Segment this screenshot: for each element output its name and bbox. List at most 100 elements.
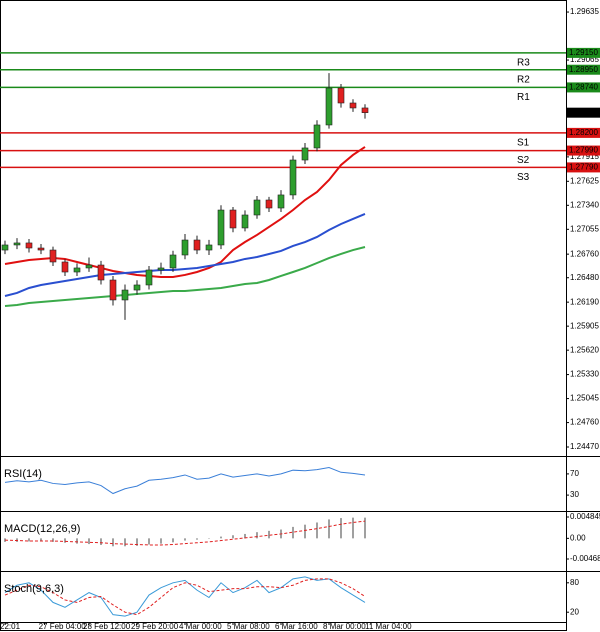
level-name: S1 (517, 138, 530, 149)
level-price-box (567, 162, 600, 173)
candle-body (253, 199, 261, 216)
y-tick-label: 0.00 (570, 533, 586, 542)
y-tick-label: 0.004845 (570, 512, 600, 521)
x-tick-label: 27 Feb 04:00 (39, 622, 87, 631)
candle-body (325, 87, 333, 126)
macd-bar (52, 538, 54, 542)
macd-bar (316, 522, 318, 539)
candle-body (157, 267, 165, 271)
candle-body (61, 261, 69, 273)
candle-body (337, 87, 345, 104)
candle-body (277, 194, 285, 209)
candle-body (217, 209, 225, 246)
candle-body (229, 209, 237, 229)
y-tick-label: 1.26190 (570, 297, 599, 306)
candle-body (37, 247, 45, 251)
macd-bar (352, 517, 354, 539)
candle-body (85, 264, 93, 269)
x-tick-label: 11 Mar 04:00 (365, 622, 412, 631)
macd-bar (232, 535, 234, 539)
y-tick-label: 1.25330 (570, 370, 599, 379)
indicator-line (4, 576, 366, 617)
candle-body (13, 242, 21, 246)
candle-body (109, 279, 117, 301)
candle-body (49, 249, 57, 263)
candle-body (313, 124, 321, 149)
macd-bar (328, 519, 330, 539)
macd-bar (136, 538, 138, 546)
y-tick-label: 1.26480 (570, 273, 599, 282)
macd-bar (148, 538, 150, 545)
macd-bar (268, 530, 270, 539)
level-price-label: 1.28200 (569, 128, 598, 137)
level-price-label: 1.28740 (569, 83, 598, 92)
level-price-label: 1.28950 (569, 65, 598, 74)
y-tick-label: 80 (570, 578, 579, 587)
indicator-title: MACD(12,26,9) (4, 523, 80, 535)
indicator-title: RSI(14) (4, 468, 42, 480)
frame (0, 0, 567, 631)
candle-body (181, 239, 189, 256)
y-tick-label: -0.004686 (570, 554, 600, 563)
y-tick-label: 30 (570, 490, 579, 499)
candle-body (73, 267, 81, 273)
indicator-title: Stoch(9,6,3) (4, 583, 64, 595)
y-tick-label: 1.27340 (570, 200, 599, 209)
candle-body (241, 214, 249, 229)
x-tick-label: 8 Mar 00:00 (323, 622, 366, 631)
y-tick-label: 1.26760 (570, 249, 599, 258)
macd-bar (28, 538, 30, 542)
level-name: R3 (517, 58, 530, 69)
y-tick-label: 1.27055 (570, 224, 599, 233)
candle-body (193, 239, 201, 251)
moving-average (4, 213, 366, 297)
y-tick-label: 1.29065 (570, 55, 599, 64)
y-tick-label: 1.27625 (570, 176, 599, 185)
level-price-box (567, 82, 600, 93)
y-tick-label: 1.24760 (570, 418, 599, 427)
macd-bar (124, 538, 126, 547)
y-tick-label: 1.29635 (570, 7, 599, 16)
candle-body (349, 102, 357, 109)
indicator-line (4, 578, 366, 616)
candle-body (133, 284, 141, 291)
candle-body (361, 107, 369, 113)
macd-bar (304, 524, 306, 539)
moving-average (4, 146, 366, 278)
candle-body (145, 269, 153, 286)
macd-bar (184, 538, 186, 541)
y-tick-label: 1.25620 (570, 345, 599, 354)
last-price-label: 1.28440 (569, 108, 598, 117)
macd-bar (112, 538, 114, 547)
level-price-label: 1.29150 (569, 48, 598, 57)
macd-bar (100, 538, 102, 545)
indicator-line (4, 520, 366, 546)
macd-bar (364, 517, 366, 539)
macd-bar (244, 533, 246, 539)
x-tick-label: 22:01 (0, 622, 21, 631)
candle-body (205, 244, 213, 251)
y-tick-label: 1.25045 (570, 394, 599, 403)
y-tick-label: 70 (570, 469, 579, 478)
candle-body (289, 159, 297, 196)
x-tick-label: 4 Mar 00:00 (179, 622, 222, 631)
x-tick-label: 28 Feb 12:00 (83, 622, 131, 631)
macd-bar (88, 538, 90, 545)
macd-bar (220, 536, 222, 539)
y-tick-label: 1.27915 (570, 152, 599, 161)
last-price-box (567, 107, 600, 118)
indicator-line (4, 467, 366, 495)
moving-average (4, 246, 366, 308)
macd-bar (256, 532, 258, 539)
candle-body (97, 264, 105, 281)
level-price-label: 1.27790 (569, 163, 598, 172)
macd-bar (160, 538, 162, 544)
level-price-box (567, 145, 600, 156)
level-name: S3 (517, 172, 530, 183)
macd-bar (4, 538, 6, 542)
y-tick-label: 20 (570, 607, 579, 616)
level-price-label: 1.27990 (569, 146, 598, 155)
macd-bar (340, 518, 342, 539)
candle-body (265, 199, 273, 209)
level-price-box (567, 47, 600, 58)
